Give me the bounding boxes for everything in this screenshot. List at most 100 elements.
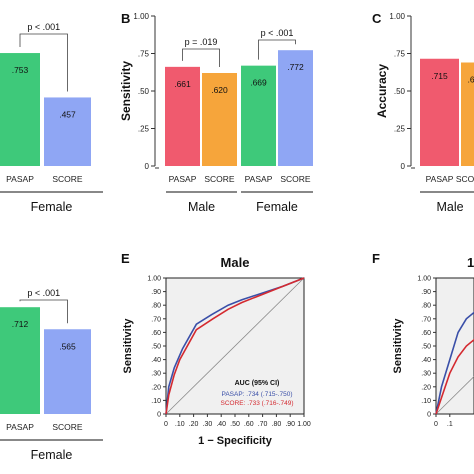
- bar-value-label: .620: [211, 85, 228, 95]
- significance-bracket: [19, 299, 68, 324]
- significance-label: p = .019: [185, 37, 218, 47]
- y-axis-label: Accuracy: [375, 64, 389, 118]
- x-tick-label: SCORE: [456, 174, 474, 184]
- panel-label: F: [372, 251, 380, 266]
- roc-curve: [435, 338, 474, 415]
- y-tick-label: 1.00: [133, 12, 149, 21]
- bar: [44, 97, 91, 166]
- bar-value-label: .712: [12, 319, 29, 329]
- y-tick-label: .50: [138, 87, 150, 96]
- y-tick-label: .50: [151, 344, 161, 351]
- y-tick-label: 0: [401, 162, 406, 171]
- x-tick-label: .90: [285, 421, 295, 428]
- x-tick-label: 0: [164, 421, 168, 428]
- bar: [165, 66, 200, 166]
- x-tick-label: .80: [272, 421, 282, 428]
- y-tick-label: .10: [151, 398, 161, 405]
- x-tick-label: .70: [258, 421, 268, 428]
- legend-entry: SCORE: .733 (.716-.749): [221, 400, 294, 407]
- y-tick-label: 1.00: [389, 12, 405, 21]
- x-tick-label: 1.00: [297, 421, 311, 428]
- y-tick-label: .60: [421, 330, 431, 337]
- y-tick-label: 1.00: [417, 276, 431, 283]
- y-tick-label: .75: [138, 50, 150, 59]
- bar-value-label: .565: [59, 341, 76, 351]
- x-tick-label: SCORE: [204, 174, 235, 184]
- y-tick-label: .25: [394, 125, 406, 134]
- x-tick-label: .50: [230, 421, 240, 428]
- x-axis-label: 1 − Specificity: [198, 435, 273, 447]
- bar-value-label: .661: [174, 79, 191, 89]
- y-tick-label: 1.00: [147, 276, 161, 283]
- x-tick-label: PASAP: [6, 422, 34, 432]
- x-tick-label: SCORE: [52, 174, 83, 184]
- bar-value-label: .669: [250, 78, 267, 88]
- y-tick-label: .75: [394, 50, 406, 59]
- significance-bracket: [258, 39, 296, 60]
- x-tick-label: .1: [447, 421, 453, 428]
- y-tick-label: .30: [151, 371, 161, 378]
- bar-value-label: .6: [467, 75, 474, 85]
- y-tick-label: .80: [421, 303, 431, 310]
- x-tick-label: 0: [434, 421, 438, 428]
- significance-bracket: [19, 33, 68, 92]
- y-tick-label: 0: [145, 162, 150, 171]
- y-tick-label: .90: [421, 289, 431, 296]
- y-tick-label: 0: [157, 412, 161, 419]
- group-label: Female: [31, 448, 73, 462]
- roc-curve: [165, 277, 305, 415]
- bar: [278, 50, 313, 167]
- significance-label: p < .001: [27, 22, 60, 32]
- y-tick-label: .10: [421, 398, 431, 405]
- y-tick-label: .40: [151, 357, 161, 364]
- x-tick-label: SCORE: [52, 422, 83, 432]
- reference-diagonal: [435, 375, 474, 415]
- y-tick-label: 0: [427, 412, 431, 419]
- x-tick-label: PASAP: [245, 174, 273, 184]
- x-tick-label: SCORE: [280, 174, 311, 184]
- x-tick-label: PASAP: [169, 174, 197, 184]
- x-tick-label: .30: [203, 421, 213, 428]
- y-axis-label: Sensitivity: [119, 61, 133, 121]
- bar-value-label: .753: [12, 65, 29, 75]
- y-tick-label: .50: [421, 344, 431, 351]
- x-tick-label: PASAP: [426, 174, 454, 184]
- bar-value-label: .457: [59, 109, 76, 119]
- bar: [0, 53, 40, 166]
- significance-bracket: [182, 48, 220, 67]
- group-label: Male: [188, 200, 215, 214]
- bar-value-label: .772: [287, 62, 304, 72]
- reference-diagonal: [165, 277, 305, 415]
- bar: [241, 65, 276, 166]
- bar-value-label: .715: [431, 71, 448, 81]
- x-tick-label: .60: [244, 421, 254, 428]
- y-tick-label: .50: [394, 87, 406, 96]
- y-tick-label: .30: [421, 371, 431, 378]
- chart-title: Male: [221, 255, 250, 270]
- y-tick-label: .80: [151, 303, 161, 310]
- x-tick-label: .20: [189, 421, 199, 428]
- chart-title-partial: 1: [467, 255, 474, 270]
- group-label: Male: [436, 200, 463, 214]
- legend-title: AUC (95% CI): [235, 380, 280, 387]
- bar: [44, 329, 91, 414]
- bar: [202, 73, 237, 166]
- y-tick-label: .90: [151, 289, 161, 296]
- plot-area: [435, 277, 474, 415]
- x-tick-label: .10: [175, 421, 185, 428]
- significance-label: p < .001: [261, 28, 294, 38]
- panel-label: E: [121, 251, 130, 266]
- y-tick-label: .20: [151, 384, 161, 391]
- y-axis-label: Sensitivity: [392, 318, 404, 374]
- roc-curve: [165, 277, 305, 415]
- significance-label: p < .001: [27, 288, 60, 298]
- roc-curve: [435, 311, 474, 415]
- panel-label: B: [121, 11, 130, 26]
- x-tick-label: .40: [216, 421, 226, 428]
- group-label: Female: [31, 200, 73, 214]
- panel-label: C: [372, 11, 382, 26]
- bar: [420, 58, 459, 166]
- y-tick-label: .60: [151, 330, 161, 337]
- y-tick-label: .40: [421, 357, 431, 364]
